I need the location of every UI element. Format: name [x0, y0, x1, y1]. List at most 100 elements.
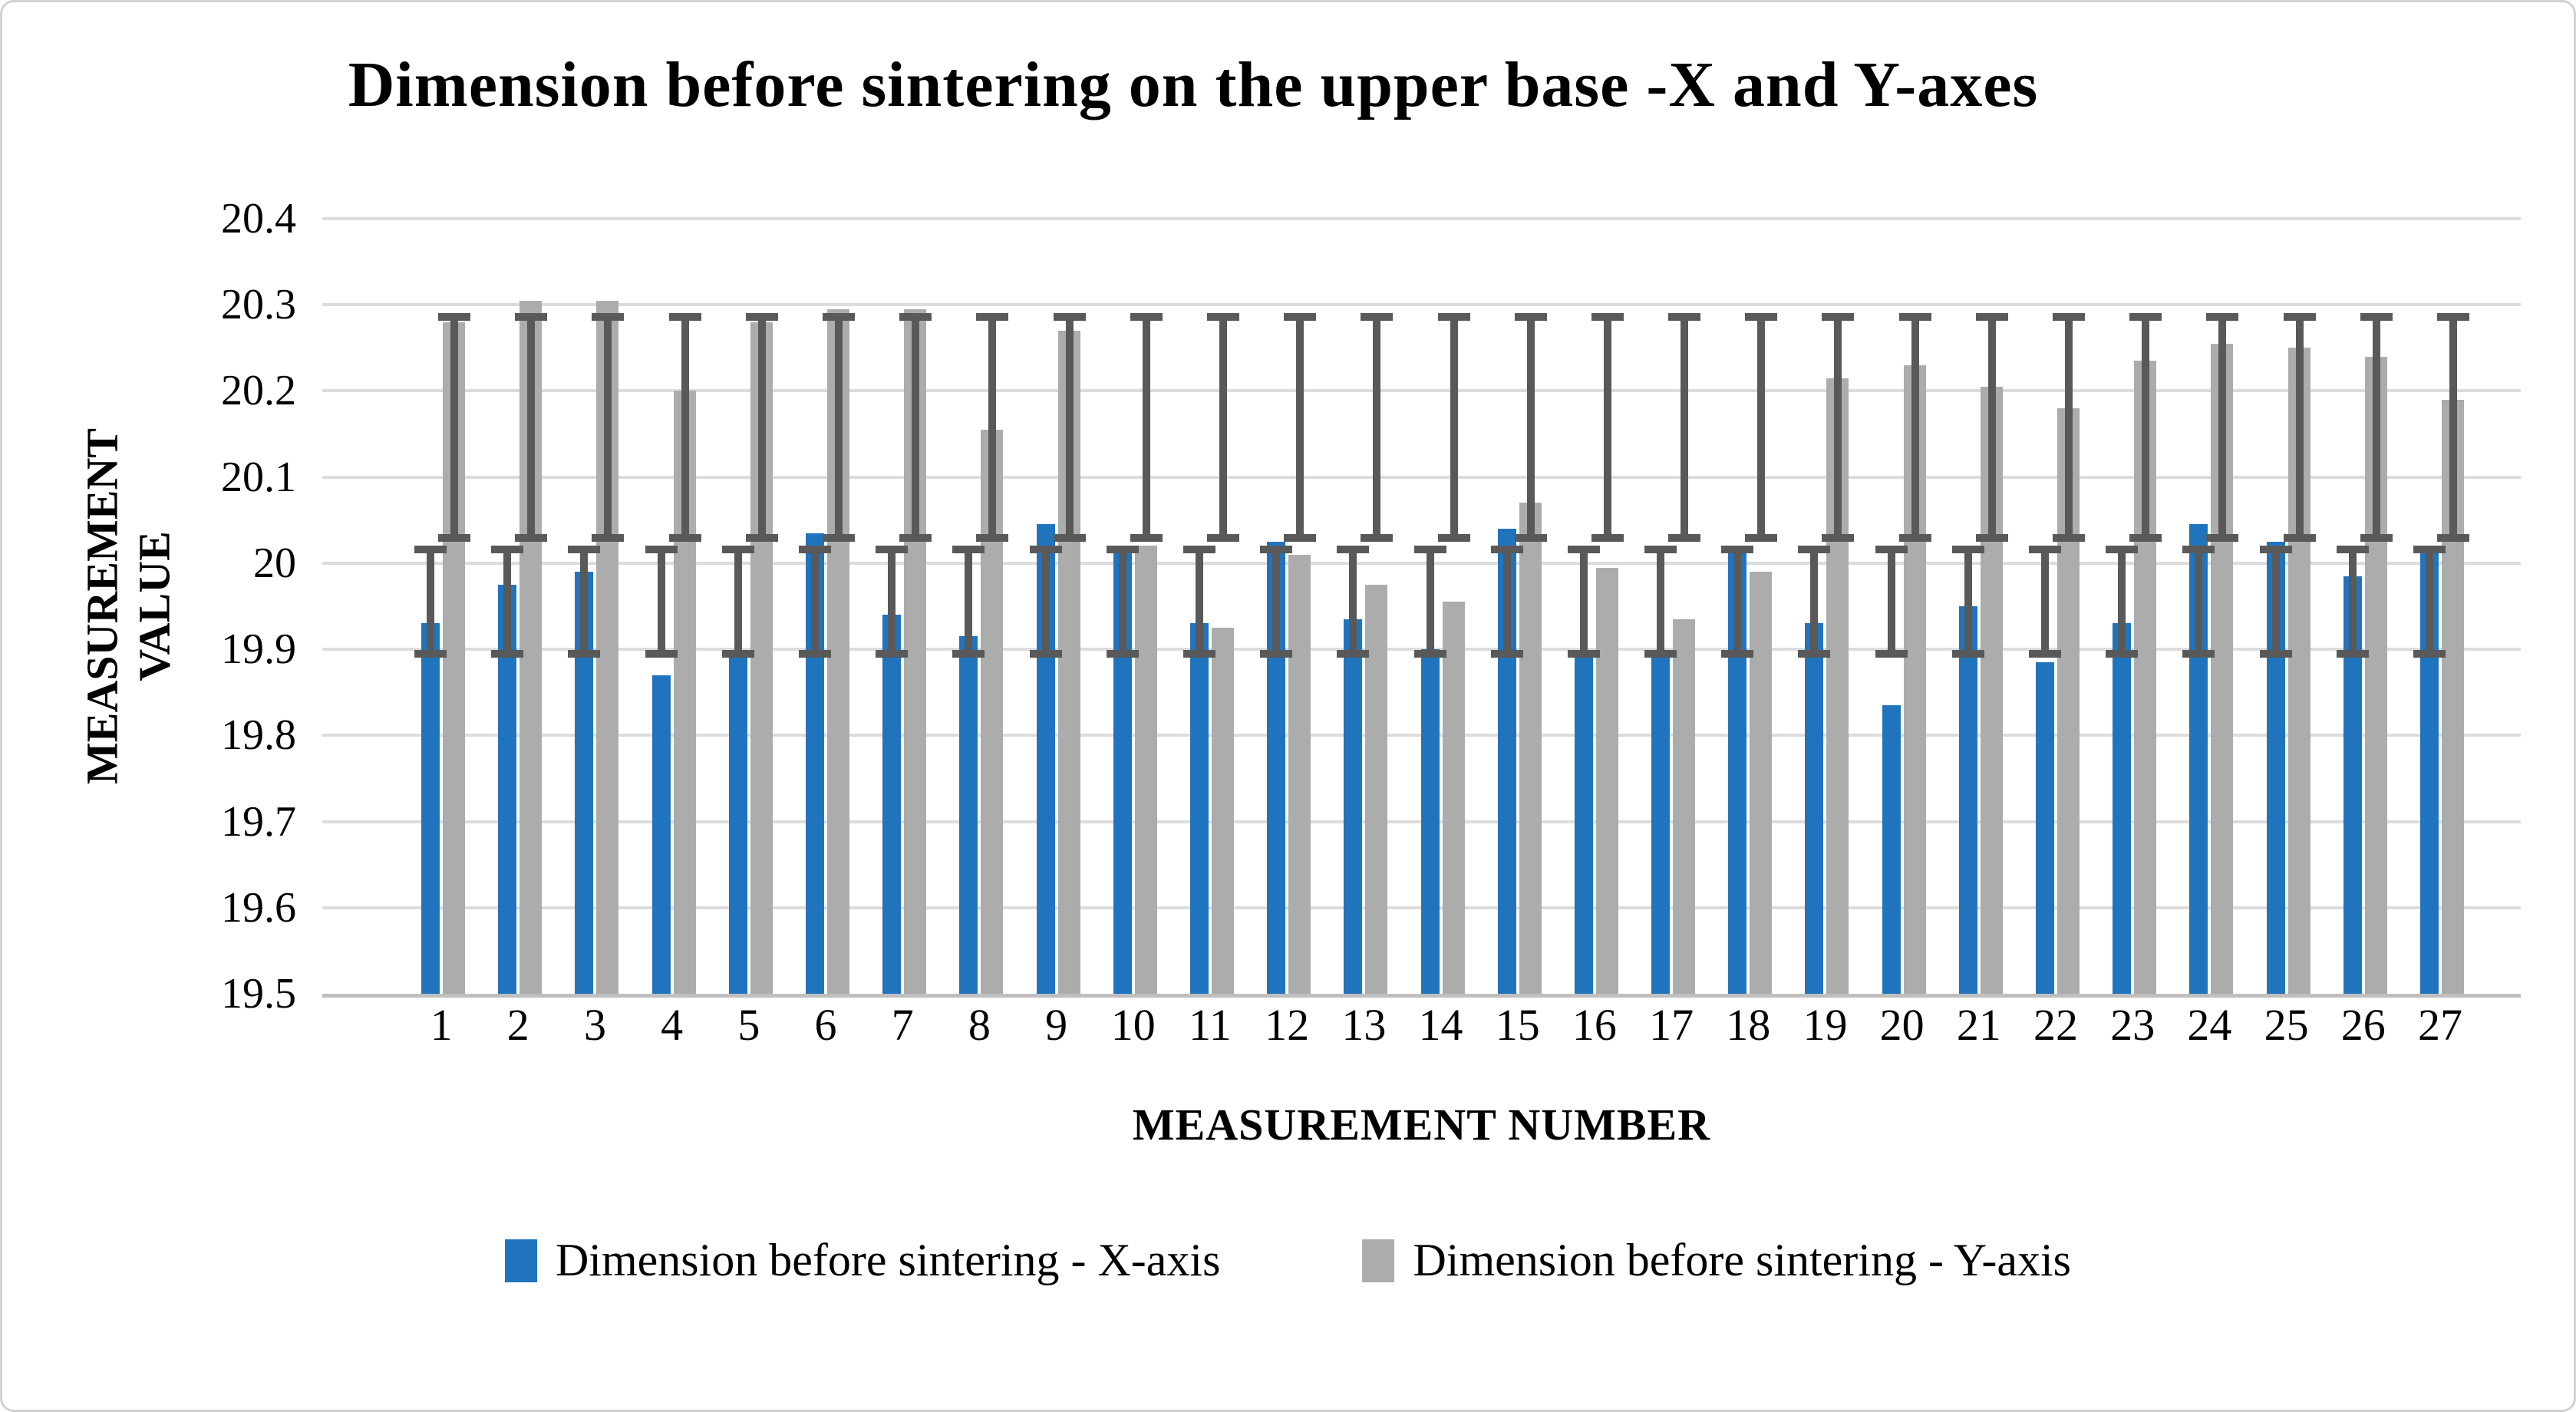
error-bar-stem: [1041, 546, 1050, 658]
error-bar-stem: [2295, 313, 2304, 542]
error-bar-cap: [2360, 313, 2393, 322]
x-tick-label-3: 3: [583, 1000, 606, 1050]
bar-x-axis-23: [2113, 623, 2132, 994]
bar-x-axis-22: [2036, 661, 2055, 994]
bar-group-5: [711, 219, 787, 994]
error-bar-cap: [2336, 546, 2369, 554]
error-bar-stem: [1911, 313, 1919, 542]
error-bar-y-axis-16: [1591, 313, 1624, 542]
error-bar-y-axis-6: [823, 313, 856, 542]
bar-group-15: [1479, 219, 1556, 994]
bar-x-axis-7: [882, 615, 902, 994]
error-bar-x-axis-20: [1875, 546, 1908, 658]
error-bar-cap: [745, 533, 778, 542]
error-bar-stem: [1296, 313, 1304, 542]
bar-group-23: [2094, 219, 2171, 994]
error-bar-cap: [1106, 546, 1139, 554]
y-tick-label: 20.2: [221, 367, 296, 415]
bar-group-6: [787, 219, 864, 994]
error-bar-x-axis-23: [2106, 546, 2139, 658]
error-bar-stem: [2449, 313, 2457, 542]
error-bar-cap: [1206, 533, 1239, 542]
error-bar-cap: [2129, 313, 2162, 322]
error-bar-stem: [2065, 313, 2073, 542]
error-bar-cap: [1182, 650, 1215, 658]
error-bar-cap: [823, 533, 856, 542]
error-bar-stem: [1834, 313, 1842, 542]
error-bar-cap: [2360, 533, 2393, 542]
error-bar-cap: [1053, 533, 1086, 542]
error-bar-cap: [1644, 650, 1677, 658]
y-tick-label: 19.7: [221, 797, 296, 846]
error-bar-cap: [2053, 533, 2086, 542]
error-bar-y-axis-9: [1053, 313, 1086, 542]
error-bar-stem: [580, 546, 589, 658]
error-bar-cap: [2029, 650, 2062, 658]
error-bar-cap: [645, 650, 678, 658]
gridline: [322, 648, 2521, 652]
error-bar-y-axis-20: [1898, 313, 1931, 542]
error-bar-cap: [1875, 650, 1908, 658]
error-bar-cap: [1591, 313, 1624, 322]
x-tick-label-24: 24: [2187, 1000, 2232, 1050]
error-bar-y-axis-26: [2360, 313, 2393, 542]
error-bar-cap: [2053, 313, 2086, 322]
error-bar-stem: [1987, 313, 1996, 542]
error-bar-stem: [2142, 313, 2150, 542]
error-bar-cap: [491, 546, 524, 554]
error-bar-cap: [876, 650, 909, 658]
error-bar-cap: [2106, 650, 2139, 658]
error-bar-cap: [668, 313, 701, 322]
error-bar-y-axis-10: [1130, 313, 1163, 542]
error-bar-cap: [1975, 533, 2008, 542]
legend-label-y-axis: Dimension before sintering - Y-axis: [1413, 1235, 2072, 1285]
error-bar-y-axis-4: [668, 313, 701, 542]
error-bar-x-axis-26: [2336, 546, 2369, 658]
error-bar-x-axis-27: [2413, 546, 2446, 658]
error-bar-x-axis-9: [1029, 546, 1062, 658]
error-bar-cap: [1514, 533, 1547, 542]
error-bar-cap: [876, 546, 909, 554]
bar-group-7: [864, 219, 941, 994]
y-tick-label: 19.5: [221, 970, 296, 1018]
bar-group-17: [1633, 219, 1710, 994]
error-bar-cap: [1413, 650, 1446, 658]
error-bar-cap: [1567, 650, 1600, 658]
x-tick-label-17: 17: [1649, 1000, 1694, 1050]
error-bar-stem: [450, 313, 459, 542]
error-bar-cap: [2436, 313, 2469, 322]
error-bar-y-axis-3: [592, 313, 625, 542]
bar-x-axis-11: [1189, 623, 1209, 994]
error-bar-cap: [1898, 313, 1931, 322]
error-bar-cap: [952, 546, 985, 554]
x-tick-label-23: 23: [2110, 1000, 2155, 1050]
error-bar-stem: [427, 546, 435, 658]
bar-x-axis-21: [1958, 606, 1977, 994]
bar-x-axis-16: [1574, 653, 1593, 994]
error-bar-cap: [899, 533, 932, 542]
error-bar-y-axis-8: [976, 313, 1009, 542]
error-bar-stem: [835, 313, 843, 542]
error-bar-cap: [1130, 533, 1163, 542]
x-tick-label-26: 26: [2340, 1000, 2386, 1050]
error-bar-stem: [1810, 546, 1819, 658]
gridline: [322, 217, 2521, 220]
x-tick-label-20: 20: [1879, 1000, 1925, 1050]
error-bar-stem: [2372, 313, 2380, 542]
error-bar-stem: [1603, 313, 1611, 542]
error-bar-x-axis-25: [2259, 546, 2292, 658]
error-bar-cap: [1975, 313, 2008, 322]
error-bar-y-axis-21: [1975, 313, 2008, 542]
x-axis-tick-labels: 1 2 3 4 5 6 7 8 9 10 11 12 13 14 15 16 17 18 19 20 21 22 23 24 2…: [322, 999, 2521, 1051]
x-tick-label-1: 1: [430, 1000, 453, 1050]
error-bar-cap: [2283, 533, 2316, 542]
x-tick-label-15: 15: [1495, 1000, 1540, 1050]
x-tick-label-18: 18: [1726, 1000, 1771, 1050]
error-bar-stem: [681, 313, 689, 542]
bar-x-axis-14: [1420, 649, 1440, 994]
error-bar-cap: [2259, 650, 2292, 658]
bar-x-axis-20: [1882, 705, 1901, 994]
error-bar-y-axis-18: [1745, 313, 1778, 542]
gridline: [322, 561, 2521, 565]
x-tick-label-9: 9: [1045, 1000, 1068, 1050]
